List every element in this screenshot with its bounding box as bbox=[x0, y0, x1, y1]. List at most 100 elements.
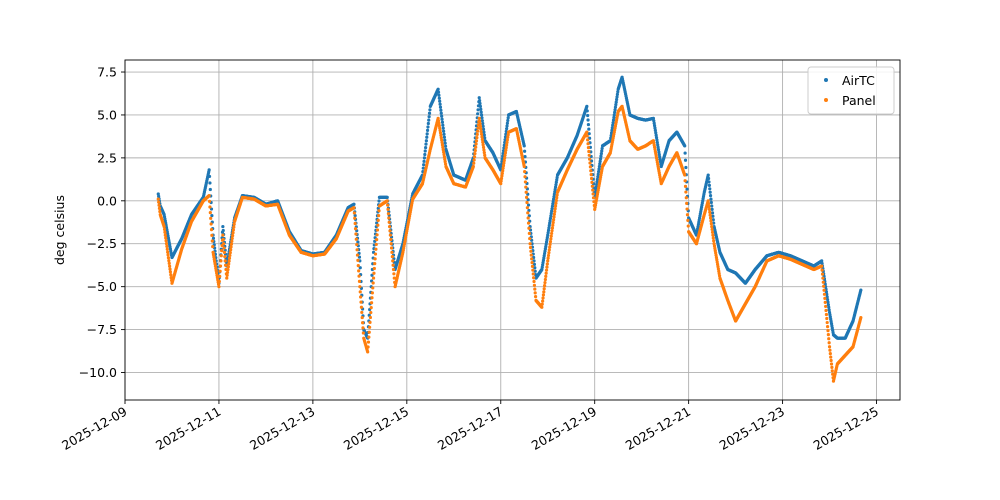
data-point bbox=[358, 290, 362, 294]
data-point bbox=[548, 245, 552, 249]
data-point bbox=[422, 156, 427, 160]
data-point bbox=[587, 127, 591, 131]
data-point bbox=[369, 306, 373, 310]
data-point bbox=[684, 190, 688, 194]
data-point bbox=[353, 227, 358, 231]
x-tick-label: 2025-12-13 bbox=[247, 404, 317, 453]
data-point bbox=[425, 135, 429, 139]
data-point bbox=[373, 262, 377, 266]
data-point bbox=[524, 185, 528, 189]
data-point bbox=[482, 151, 486, 155]
data-point bbox=[357, 269, 361, 273]
data-point bbox=[209, 216, 213, 220]
data-point bbox=[586, 142, 590, 146]
data-point bbox=[373, 252, 378, 256]
data-point bbox=[589, 169, 593, 173]
data-point bbox=[656, 145, 660, 149]
data-point bbox=[548, 219, 552, 223]
data-point bbox=[585, 109, 589, 113]
data-point bbox=[542, 284, 547, 288]
data-point bbox=[481, 140, 485, 144]
data-point bbox=[157, 200, 161, 204]
data-point bbox=[685, 187, 689, 191]
data-point bbox=[439, 136, 443, 140]
y-tick-label: −2.5 bbox=[87, 236, 117, 251]
data-point bbox=[831, 330, 835, 335]
data-point bbox=[482, 130, 486, 134]
data-point bbox=[471, 165, 475, 170]
data-point bbox=[477, 96, 481, 100]
y-axis-title: deg celsius bbox=[52, 195, 67, 265]
data-point bbox=[365, 348, 369, 353]
data-point bbox=[551, 199, 555, 204]
data-point bbox=[386, 203, 390, 207]
data-point bbox=[589, 176, 594, 181]
data-point bbox=[503, 140, 507, 145]
data-point bbox=[437, 93, 441, 97]
data-point bbox=[653, 126, 657, 130]
data-point bbox=[526, 221, 531, 225]
x-tick-label: 2025-12-21 bbox=[623, 404, 693, 453]
data-point bbox=[683, 151, 687, 155]
data-point bbox=[533, 295, 538, 299]
data-point bbox=[475, 136, 479, 140]
data-point bbox=[717, 249, 722, 253]
data-point bbox=[547, 248, 551, 252]
series-panel bbox=[156, 104, 863, 383]
data-point bbox=[207, 194, 211, 198]
data-point bbox=[426, 125, 430, 129]
data-point bbox=[530, 264, 535, 269]
data-point bbox=[553, 190, 557, 194]
data-point bbox=[821, 280, 825, 284]
data-point bbox=[609, 136, 613, 140]
data-point bbox=[554, 201, 558, 205]
data-point bbox=[390, 250, 394, 254]
data-point bbox=[481, 124, 485, 128]
data-point bbox=[221, 228, 225, 233]
data-point bbox=[612, 113, 616, 117]
data-point bbox=[440, 143, 445, 147]
data-point bbox=[443, 138, 447, 142]
data-point bbox=[478, 104, 483, 108]
data-point bbox=[440, 140, 444, 145]
data-point bbox=[822, 288, 826, 292]
data-point bbox=[586, 145, 591, 150]
data-point bbox=[228, 250, 232, 255]
data-point bbox=[825, 316, 829, 321]
data-point bbox=[442, 155, 446, 159]
data-point bbox=[473, 152, 477, 156]
data-point bbox=[219, 254, 223, 258]
data-point bbox=[437, 123, 441, 128]
data-point bbox=[587, 149, 591, 154]
data-point bbox=[525, 206, 529, 210]
data-point bbox=[533, 287, 537, 291]
data-point bbox=[353, 216, 357, 220]
data-point bbox=[541, 299, 545, 303]
data-point bbox=[505, 140, 509, 145]
data-point bbox=[479, 127, 483, 131]
data-point bbox=[658, 155, 662, 159]
data-point bbox=[615, 92, 619, 96]
data-point bbox=[366, 340, 371, 344]
data-point bbox=[598, 159, 602, 163]
data-point bbox=[426, 121, 430, 126]
y-tick-label: 2.5 bbox=[97, 150, 117, 165]
data-point bbox=[523, 170, 527, 174]
data-point bbox=[611, 118, 616, 122]
data-point bbox=[229, 245, 233, 249]
data-point bbox=[356, 258, 360, 262]
data-point bbox=[532, 276, 536, 280]
data-point bbox=[359, 295, 363, 299]
data-point bbox=[611, 123, 615, 127]
data-point bbox=[373, 257, 377, 261]
data-point bbox=[421, 166, 425, 170]
data-point bbox=[355, 248, 359, 252]
data-point bbox=[555, 178, 559, 182]
data-point bbox=[824, 308, 828, 313]
data-point bbox=[385, 195, 389, 199]
data-point bbox=[531, 268, 535, 272]
data-point bbox=[828, 348, 832, 352]
data-point bbox=[546, 228, 551, 232]
data-point bbox=[684, 196, 688, 200]
data-point bbox=[232, 225, 236, 229]
